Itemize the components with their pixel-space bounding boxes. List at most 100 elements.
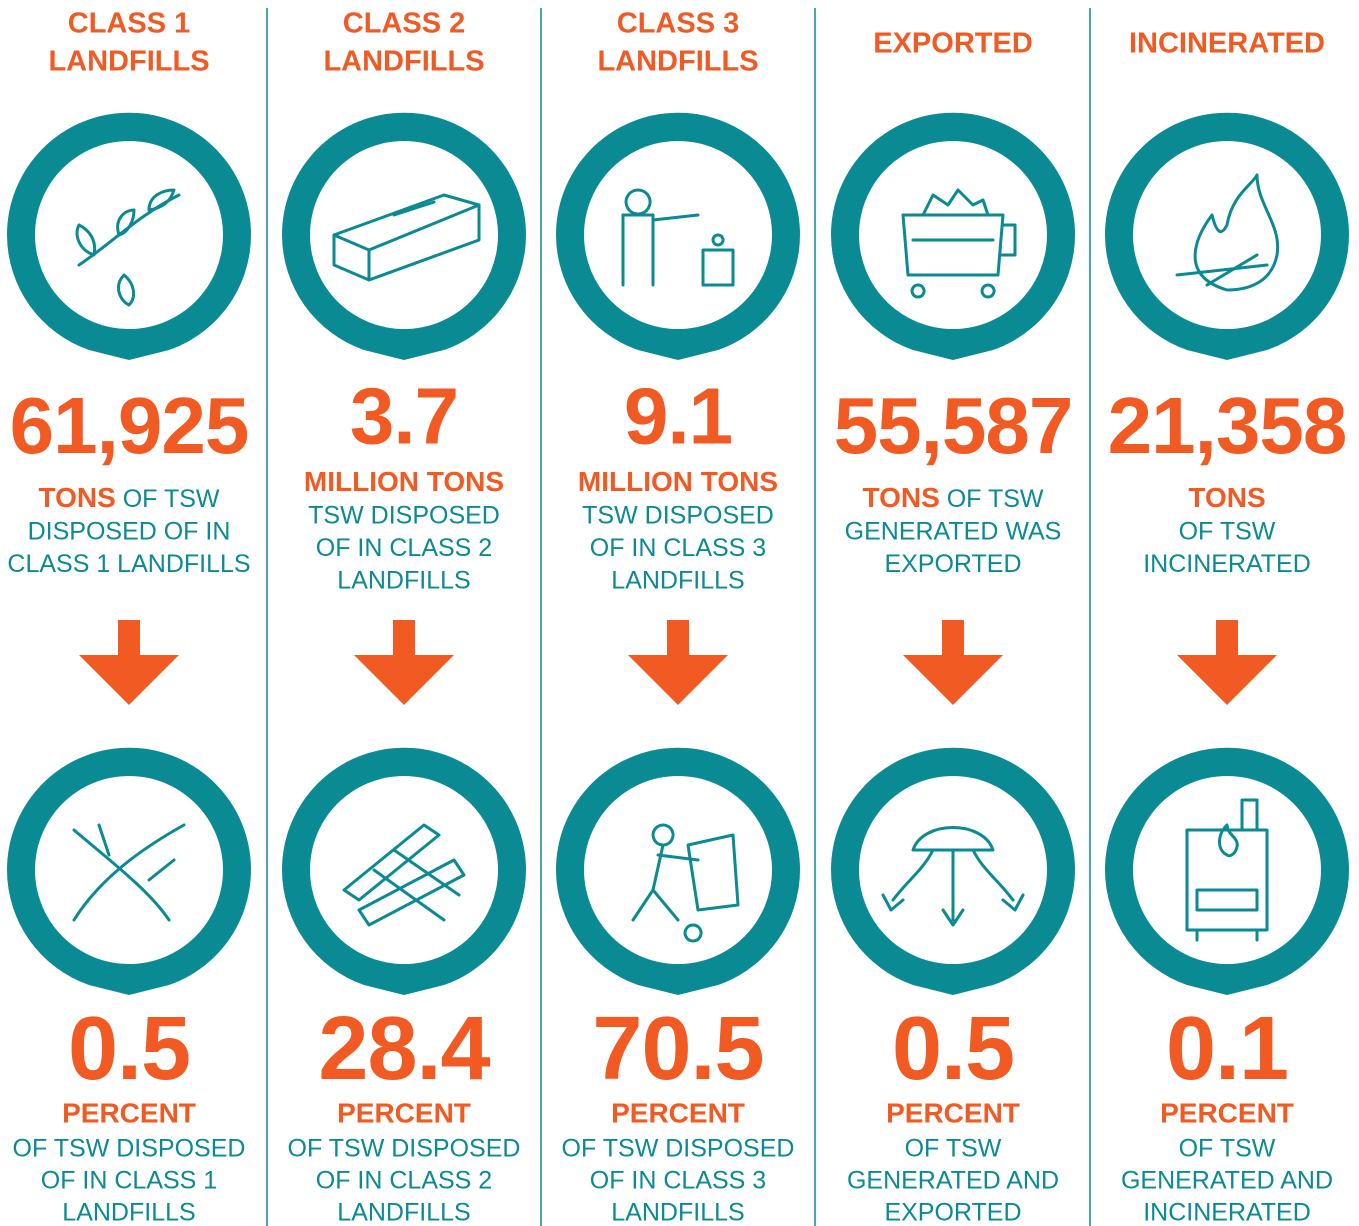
percent-unit: PERCENT (886, 1097, 1020, 1128)
pin-inner (859, 141, 1047, 329)
icon-stroke (621, 213, 655, 287)
icon-stroke (921, 188, 990, 217)
icon-stroke (910, 283, 996, 299)
unit-emphasis: MILLION TONS (304, 466, 504, 497)
icon-stroke (1175, 263, 1269, 277)
percent-description: OF TSW (905, 1135, 1002, 1163)
percent-description: INCINERATED (1143, 1199, 1311, 1226)
pin-inner (584, 776, 772, 964)
description: DISPOSED OF IN (28, 518, 231, 546)
column-title: CLASS 1 (68, 8, 190, 40)
icon-stroke (686, 833, 740, 912)
pin-inner (35, 776, 223, 964)
icon-stroke (75, 223, 97, 257)
column-title: LANDFILLS (48, 46, 209, 78)
unit-line: MILLION TONS (578, 466, 778, 497)
percent-value: 0.5 (68, 999, 190, 1099)
description: EXPORTED (884, 550, 1021, 578)
icon-stroke (342, 823, 441, 902)
icon (1185, 798, 1269, 942)
pin-inner (1133, 776, 1321, 964)
icon (75, 188, 181, 307)
pin-inner (310, 776, 498, 964)
icon (631, 823, 740, 943)
percent-value: 0.5 (892, 999, 1014, 1099)
icon-stroke (392, 200, 436, 217)
pin-inner (1133, 141, 1321, 329)
percent-description: OF IN CLASS 1 (41, 1167, 217, 1195)
icon-stroke (117, 273, 136, 307)
icon-stroke (881, 848, 935, 912)
description: LANDFILLS (611, 567, 744, 595)
icon-stroke (711, 233, 725, 247)
icon-stroke (72, 823, 186, 922)
icon-stroke (1195, 928, 1259, 942)
icon (332, 193, 481, 282)
percent-description: GENERATED AND (847, 1167, 1059, 1195)
unit-line: TONS OF TSW (39, 482, 220, 513)
unit-emphasis: TONS (39, 482, 116, 513)
icon-stroke (147, 858, 176, 882)
icon-stroke (911, 826, 995, 852)
icon-stroke (1218, 823, 1239, 858)
icon-stroke (147, 188, 176, 212)
pin-inner (584, 141, 772, 329)
column-title: CLASS 2 (343, 8, 465, 40)
unit-emphasis: TONS (863, 482, 940, 513)
percent-description: OF TSW (1179, 1135, 1276, 1163)
stat-value: 3.7 (350, 372, 458, 461)
icon (72, 823, 186, 922)
arrow (79, 620, 179, 705)
percent-unit: PERCENT (62, 1097, 196, 1128)
icon-stroke (701, 248, 735, 287)
icon-stroke (72, 828, 171, 922)
icon-stroke (651, 213, 700, 222)
icon-stroke (116, 208, 136, 237)
description: CLASS 1 LANDFILLS (7, 550, 250, 578)
column-title: EXPORTED (873, 28, 1033, 60)
icon-stroke (1240, 798, 1259, 832)
description: OF TSW (1179, 518, 1276, 546)
percent-value: 70.5 (592, 999, 763, 1099)
column-title: LANDFILLS (323, 46, 484, 78)
icon (881, 826, 1025, 927)
description: TSW DISPOSED (308, 502, 500, 530)
icon-stroke (999, 223, 1017, 257)
arrow (354, 620, 454, 705)
unit-line: MILLION TONS (304, 466, 504, 497)
percent-description: OF TSW DISPOSED (562, 1135, 795, 1163)
percent-description: LANDFILLS (62, 1199, 195, 1226)
percent-value: 0.1 (1166, 999, 1288, 1099)
percent-description: LANDFILLS (337, 1199, 470, 1226)
percent-description: EXPORTED (884, 1199, 1021, 1226)
percent-description: GENERATED AND (1121, 1167, 1333, 1195)
icon-stroke (971, 848, 1025, 912)
icon (342, 823, 466, 927)
column-title: INCINERATED (1129, 28, 1325, 60)
percent-description: LANDFILLS (611, 1199, 744, 1226)
percent-description: OF IN CLASS 2 (316, 1167, 492, 1195)
icon-stroke (1205, 253, 1259, 287)
pin-inner (35, 141, 223, 329)
percent-unit: PERCENT (611, 1097, 745, 1128)
icon (1175, 173, 1280, 292)
stat-value: 21,358 (1108, 381, 1347, 470)
icon-stroke (941, 848, 965, 927)
column-title: LANDFILLS (597, 46, 758, 78)
arrow (1177, 620, 1277, 705)
icon-stroke (357, 858, 466, 927)
icon-stroke (683, 923, 703, 943)
description: LANDFILLS (337, 567, 470, 595)
icon-stroke (332, 233, 371, 282)
unit-rest: OF TSW (940, 485, 1044, 513)
unit-line: TONS OF TSW (863, 482, 1044, 513)
percent-unit: PERCENT (337, 1097, 471, 1128)
unit-line: TONS (1188, 482, 1265, 513)
icon-stroke (97, 823, 111, 857)
icon (621, 188, 735, 287)
arrow (628, 620, 728, 705)
icon-stroke (372, 868, 446, 922)
arrow (903, 620, 1003, 705)
unit-rest: OF TSW (116, 485, 220, 513)
